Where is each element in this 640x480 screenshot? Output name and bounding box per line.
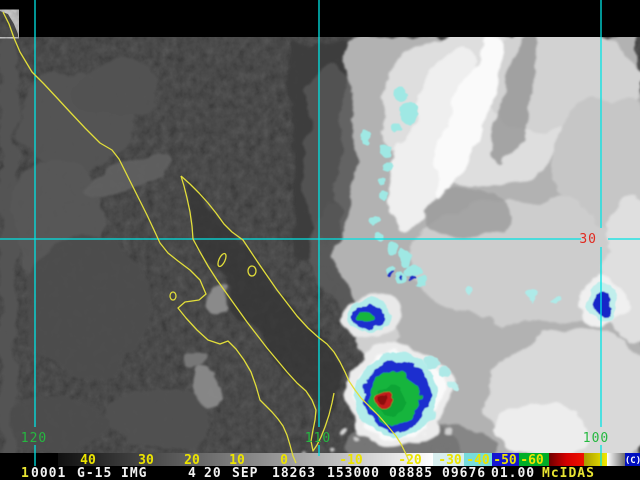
colorbar-ticks: 40 30 20 10 0 -10 -20 -30 -40 -50 -60 <box>80 453 544 468</box>
annotation-token: 08885 <box>389 466 433 480</box>
baja-east-coastline <box>180 175 335 452</box>
ir-enhancement-layer <box>347 87 617 437</box>
colorbar-unit-label: (C) <box>625 456 640 466</box>
mainland-coastline <box>180 175 410 462</box>
colorbar-segment <box>549 453 584 466</box>
annotation-token: G-15 <box>77 466 112 480</box>
colorbar-tick-label: 0 <box>280 453 288 468</box>
annotation-token: 153000 <box>327 466 380 480</box>
colorbar-segment <box>519 453 549 466</box>
colorbar-segment <box>607 453 625 466</box>
annotation-token: 1 <box>21 466 30 480</box>
colorbar-tick-label: 20 <box>184 453 200 468</box>
annotation-token: 4 <box>188 466 197 480</box>
colorbar-tick-label: -10 <box>339 453 363 468</box>
lat-label-30: 30 <box>579 232 597 247</box>
annotation-token: 09676 <box>442 466 486 480</box>
latlon-grid <box>0 0 640 466</box>
colorbar-tick-label: -20 <box>398 453 422 468</box>
colorbar-segment <box>464 453 492 466</box>
annotation-token: 01.00 <box>491 466 535 480</box>
annotation-line: 1 0001 G-15 IMG 4 20 SEP 18263 153000 08885 09676 0… <box>21 466 595 480</box>
colorbar-tick-label: -30 <box>438 453 462 468</box>
ir-image-layer <box>0 37 640 453</box>
annotation-token: IMG <box>121 466 147 480</box>
colorbar-tick-label: 10 <box>229 453 245 468</box>
colorbar-tick-label: 30 <box>138 453 154 468</box>
gulf-water <box>181 176 345 445</box>
annotation-token: McIDAS <box>542 466 595 480</box>
island-angel <box>217 252 227 268</box>
colorbar-segment <box>58 453 433 466</box>
lon-label-120: 120 <box>21 431 47 446</box>
grid-labels: 30 120 110 100 <box>21 232 609 446</box>
colorbar-tick-label: -60 <box>520 453 544 468</box>
colorbar-tick-label: -40 <box>466 453 490 468</box>
lon-label-110: 110 <box>305 431 331 446</box>
annotation-token: 0001 <box>31 466 66 480</box>
island-tiburon <box>247 265 257 277</box>
cloud-layer <box>297 37 640 453</box>
island-cedros <box>169 291 177 301</box>
colorbar-segments <box>0 453 640 466</box>
pacific-coastline <box>2 11 297 464</box>
annotation-token: SEP <box>232 466 258 480</box>
colorbar-segment <box>584 453 607 466</box>
colorbar-segment <box>625 453 640 466</box>
lon-label-100: 100 <box>583 431 609 446</box>
colorbar: 40 30 20 10 0 -10 -20 -30 -40 -50 -60 (C) <box>0 453 640 468</box>
colorbar-tick-label: 40 <box>80 453 96 468</box>
colorbar-segment <box>0 453 58 466</box>
colorbar-segment <box>433 453 464 466</box>
annotation-token: 20 <box>204 466 222 480</box>
annotation-token: 18263 <box>272 466 316 480</box>
colorbar-tick-label: -50 <box>493 453 517 468</box>
colorbar-segment <box>492 453 519 466</box>
coastline-overlay <box>2 11 410 464</box>
